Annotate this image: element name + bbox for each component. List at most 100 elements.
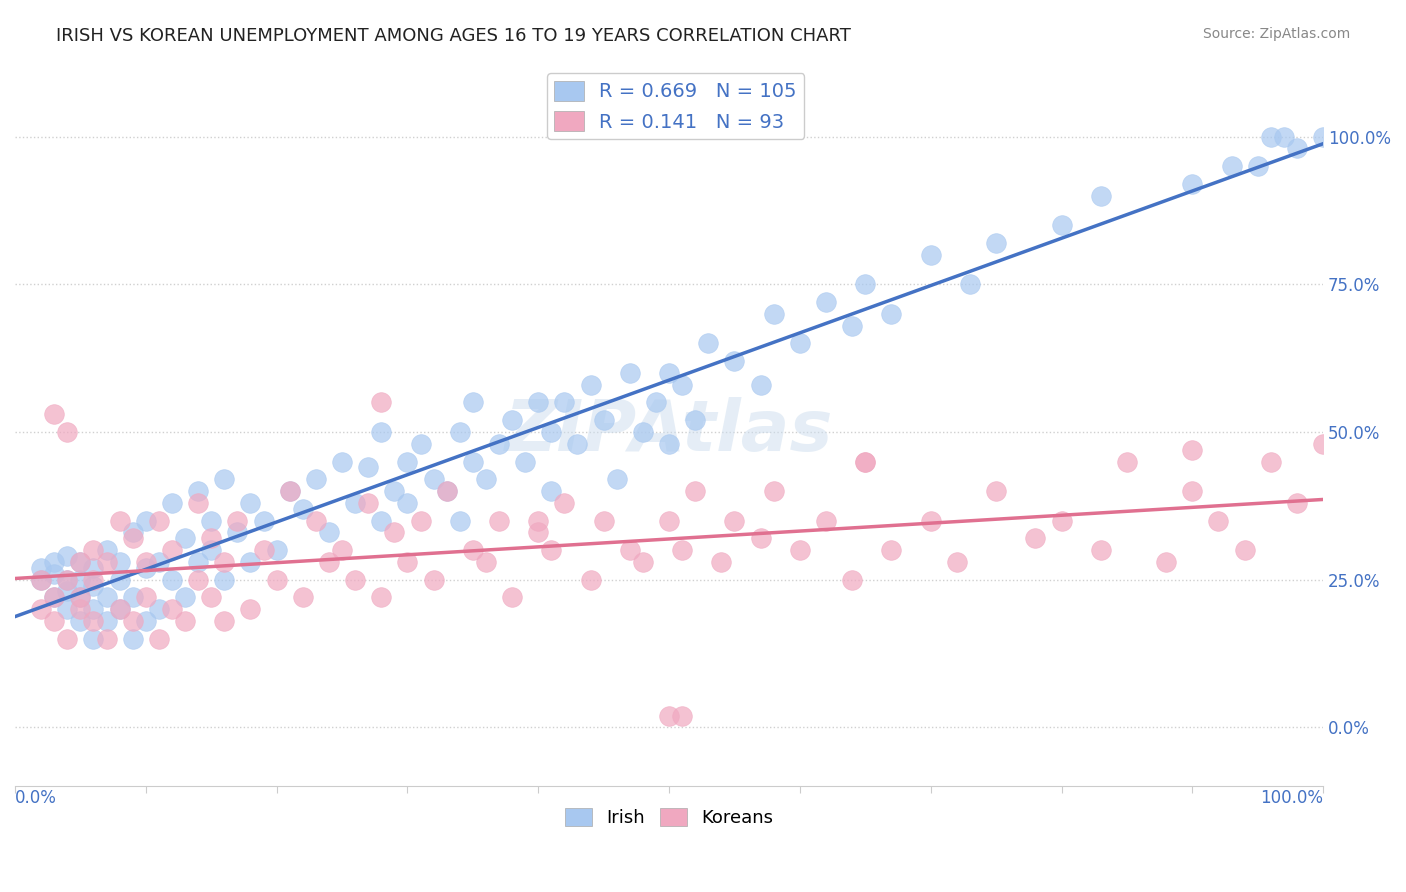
Point (318, 525, 340, 540)
Point (606, 472, 628, 486)
Point (853, 454, 876, 468)
Point (880, 307, 903, 321)
Point (1181, 177, 1204, 191)
Point (1154, 555, 1177, 569)
Point (135, 555, 157, 569)
Point (1181, 484, 1204, 499)
Point (357, 496, 380, 510)
Point (214, 472, 236, 486)
Point (762, 307, 785, 321)
Point (370, 591, 392, 605)
Point (160, 602, 183, 616)
Point (409, 514, 432, 528)
Point (148, 602, 170, 616)
Point (330, 543, 353, 558)
Point (135, 591, 157, 605)
Point (749, 531, 772, 545)
Point (658, 437, 681, 451)
Point (318, 555, 340, 569)
Point (187, 555, 209, 569)
Point (631, 555, 654, 569)
Point (723, 514, 745, 528)
Point (1247, 159, 1270, 173)
Point (96, 543, 118, 558)
Point (56, 584, 79, 599)
Point (278, 484, 301, 499)
Point (422, 472, 444, 486)
Point (501, 591, 523, 605)
Point (108, 555, 131, 569)
Point (815, 295, 838, 310)
Point (69, 602, 91, 616)
Point (592, 413, 614, 427)
Point (1312, 437, 1334, 451)
Point (148, 514, 170, 528)
Point (344, 573, 367, 587)
Point (252, 543, 274, 558)
Point (592, 514, 614, 528)
Point (1024, 531, 1046, 545)
Point (44, 591, 66, 605)
Point (44, 591, 66, 605)
Point (658, 366, 681, 380)
Point (69, 591, 91, 605)
Point (69, 573, 91, 587)
Point (69, 591, 91, 605)
Point (56, 602, 79, 616)
Point (278, 484, 301, 499)
Point (683, 484, 706, 499)
Point (44, 555, 66, 569)
Point (330, 454, 353, 468)
Point (789, 336, 811, 351)
Point (409, 437, 432, 451)
Point (631, 425, 654, 439)
Point (370, 514, 392, 528)
Point (357, 460, 380, 475)
Point (422, 573, 444, 587)
Text: 0.0%: 0.0% (15, 789, 56, 807)
Point (56, 425, 79, 439)
Point (1285, 141, 1308, 155)
Point (135, 614, 157, 628)
Point (449, 514, 471, 528)
Point (671, 543, 693, 558)
Point (200, 543, 222, 558)
Point (82, 573, 104, 587)
Point (501, 413, 523, 427)
Point (174, 614, 197, 628)
Point (121, 591, 143, 605)
Point (82, 632, 104, 646)
Point (214, 614, 236, 628)
Point (1220, 159, 1243, 173)
Point (461, 395, 484, 409)
Point (56, 573, 79, 587)
Point (710, 555, 733, 569)
Point (382, 484, 405, 499)
Point (853, 277, 876, 292)
Point (880, 543, 903, 558)
Point (382, 525, 405, 540)
Point (174, 591, 197, 605)
Point (488, 437, 510, 451)
Point (1260, 454, 1282, 468)
Point (920, 514, 942, 528)
Point (396, 555, 419, 569)
Point (658, 514, 681, 528)
Point (749, 377, 772, 392)
Point (305, 514, 328, 528)
Point (239, 555, 262, 569)
Point (1233, 543, 1256, 558)
Text: IRISH VS KOREAN UNEMPLOYMENT AMONG AGES 16 TO 19 YEARS CORRELATION CHART: IRISH VS KOREAN UNEMPLOYMENT AMONG AGES … (56, 27, 851, 45)
Point (579, 377, 602, 392)
Point (540, 543, 562, 558)
Point (579, 573, 602, 587)
Point (488, 514, 510, 528)
Text: ZIPAtlas: ZIPAtlas (505, 398, 834, 467)
Point (30, 573, 52, 587)
Point (96, 555, 118, 569)
Point (121, 632, 143, 646)
Point (1090, 188, 1112, 202)
Point (82, 578, 104, 592)
Point (1260, 129, 1282, 144)
Point (671, 377, 693, 392)
